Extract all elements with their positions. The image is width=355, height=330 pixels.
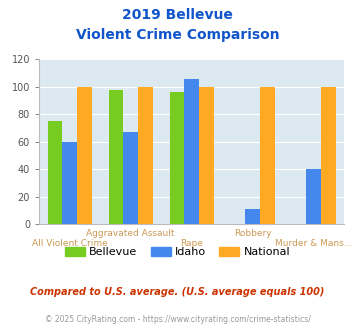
Text: All Violent Crime: All Violent Crime xyxy=(32,239,108,248)
Text: Violent Crime Comparison: Violent Crime Comparison xyxy=(76,28,279,42)
Text: Compared to U.S. average. (U.S. average equals 100): Compared to U.S. average. (U.S. average … xyxy=(30,287,325,297)
Bar xyxy=(109,90,123,224)
Bar xyxy=(48,121,62,224)
Text: 2019 Bellevue: 2019 Bellevue xyxy=(122,8,233,22)
Bar xyxy=(138,87,153,224)
Bar xyxy=(321,87,336,224)
Bar xyxy=(62,142,77,224)
Text: Robbery: Robbery xyxy=(234,229,272,238)
Bar xyxy=(306,169,321,224)
Bar xyxy=(184,79,199,224)
Bar xyxy=(245,209,260,224)
Text: Murder & Mans...: Murder & Mans... xyxy=(275,239,353,248)
Text: © 2025 CityRating.com - https://www.cityrating.com/crime-statistics/: © 2025 CityRating.com - https://www.city… xyxy=(45,315,310,324)
Bar xyxy=(77,87,92,224)
Bar xyxy=(123,132,138,224)
Bar xyxy=(260,87,275,224)
Text: Aggravated Assault: Aggravated Assault xyxy=(86,229,175,238)
Text: Rape: Rape xyxy=(180,239,203,248)
Legend: Bellevue, Idaho, National: Bellevue, Idaho, National xyxy=(60,242,295,262)
Bar xyxy=(170,92,184,224)
Bar xyxy=(199,87,214,224)
